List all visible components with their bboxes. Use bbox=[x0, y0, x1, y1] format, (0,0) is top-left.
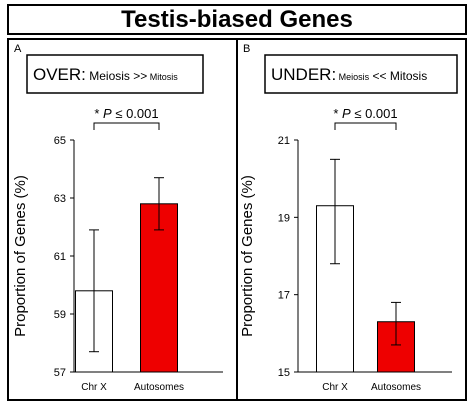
significance-p: P bbox=[103, 106, 112, 121]
y-tick-label: 61 bbox=[54, 251, 66, 263]
chart-svg: A OVER: Meiosis >> Mitosis 57 59 61 63 65 Propo… bbox=[12, 43, 223, 393]
y-tick-label: 21 bbox=[278, 135, 290, 147]
significance-star: * bbox=[333, 106, 342, 121]
condition-box bbox=[26, 54, 204, 94]
condition-left: Meiosis bbox=[86, 69, 130, 83]
y-axis-label: Proportion of Genes (%) bbox=[239, 175, 256, 337]
x-tick-label: Autosomes bbox=[371, 382, 421, 393]
significance-threshold: ≤ 0.001 bbox=[112, 106, 159, 121]
y-tick-label: 63 bbox=[54, 193, 66, 205]
condition-left: Meiosis bbox=[336, 72, 370, 82]
significance-label: * P ≤ 0.001 bbox=[94, 106, 158, 121]
y-tick-label: 15 bbox=[278, 367, 290, 379]
panel-b: B UNDER: Meiosis << Mitosis 15 17 19 21 Propor… bbox=[236, 38, 467, 401]
condition-prefix: OVER: bbox=[33, 65, 86, 84]
condition-box bbox=[264, 54, 458, 94]
panel-letter: A bbox=[14, 43, 22, 55]
panel-letter: B bbox=[243, 43, 250, 55]
figure-title: Testis-biased Genes bbox=[7, 4, 467, 35]
condition-op: << bbox=[369, 69, 386, 83]
condition-op: >> bbox=[130, 69, 147, 83]
y-tick-label: 57 bbox=[54, 367, 66, 379]
condition-text: UNDER: Meiosis << Mitosis bbox=[271, 65, 427, 84]
condition-text: OVER: Meiosis >> Mitosis bbox=[33, 65, 178, 84]
significance-bracket bbox=[93, 122, 160, 130]
condition-right: Mitosis bbox=[147, 72, 178, 82]
bar-1 bbox=[140, 203, 178, 373]
x-tick-label: Autosomes bbox=[134, 382, 184, 393]
significance-label: * P ≤ 0.001 bbox=[333, 106, 397, 121]
x-tick-label: Chr X bbox=[322, 382, 348, 393]
x-tick-label: Chr X bbox=[81, 382, 107, 393]
y-tick-label: 17 bbox=[278, 290, 290, 302]
significance-p: P bbox=[342, 106, 351, 121]
y-axis-label: Proportion of Genes (%) bbox=[12, 175, 29, 337]
condition-right: Mitosis bbox=[387, 69, 428, 83]
chart-svg: B UNDER: Meiosis << Mitosis 15 17 19 21 Propor… bbox=[239, 43, 458, 393]
y-tick-label: 65 bbox=[54, 135, 66, 147]
significance-threshold: ≤ 0.001 bbox=[351, 106, 398, 121]
y-tick-label: 59 bbox=[54, 309, 66, 321]
significance-star: * bbox=[94, 106, 103, 121]
y-tick-label: 19 bbox=[278, 212, 290, 224]
condition-prefix: UNDER: bbox=[271, 65, 336, 84]
panel-a: A OVER: Meiosis >> Mitosis 57 59 61 63 65 Propo… bbox=[7, 38, 238, 401]
significance-bracket bbox=[334, 122, 397, 130]
